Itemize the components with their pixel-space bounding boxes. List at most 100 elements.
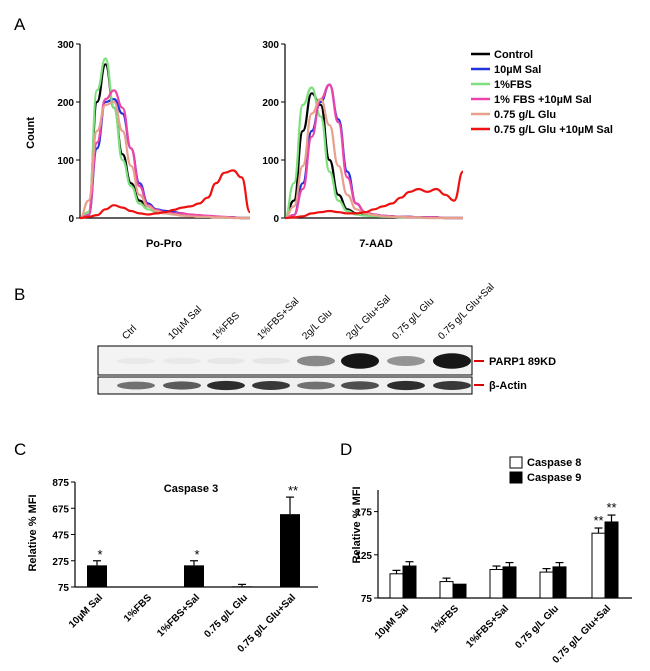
histogram-po-pro-ytick-label-300: 300: [57, 40, 74, 51]
parp-band-4: [252, 357, 290, 365]
panel-d-ytick-label-175: 175: [355, 508, 372, 519]
panel-d-category-0-75-g-l-glu-sal: 0.75 g/L Glu+Sal: [551, 603, 614, 666]
panel-c-significance-0-75-g-l-glu-sal: **: [288, 483, 298, 498]
panel-d-legend-label-caspase-8: Caspase 8: [527, 457, 581, 469]
panel-d-bar-caspase-8-1-fbs: [439, 581, 454, 599]
histogram-7-aad-ytick-label-100: 100: [262, 156, 279, 167]
histogram-7-aad-ytick-label-0: 0: [273, 214, 279, 225]
actin-band-label: β-Actin: [489, 380, 527, 392]
panel-letter-a: A: [14, 15, 26, 34]
histogram-po-pro-series-control: [79, 63, 250, 220]
panel-c-ytick-label-75: 75: [58, 583, 70, 594]
panel-d-significance-caspase-8-0-75-g-l-glu-sal: **: [593, 513, 603, 528]
panel-d-ytick-label-75: 75: [361, 594, 373, 605]
panel-c-ytick-label-875: 875: [52, 478, 69, 489]
panel-letter-b: B: [14, 285, 25, 304]
legend-label-10-m-sal: 10µM Sal: [494, 64, 541, 76]
panel-c-title: Caspase 3: [164, 483, 218, 495]
histogram-po-pro-series-0-75-g-l-glu-10-m-sal: [79, 169, 252, 220]
histogram-po-pro-ytick-label-200: 200: [57, 98, 74, 109]
legend-label-1-fbs: 1%FBS: [494, 79, 532, 91]
panel-d-ytick-label-125: 125: [355, 551, 372, 562]
parp-band-8: [433, 353, 471, 369]
panel-c-plot: 75 275 475 675 875 * 10µM Sal 1%FBS * 1%FBS+Sal 0.…: [52, 478, 318, 655]
actin-band-1: [117, 381, 155, 390]
panel-c-bar-1-fbs-sal: [184, 565, 204, 587]
parp-band-7: [387, 356, 425, 366]
histogram-7-aad-xlabel: 7-AAD: [359, 238, 393, 250]
panel-c-bar-10-m-sal: [87, 565, 107, 587]
panel-d-bar-caspase-9-1-fbs-sal: [502, 566, 517, 599]
parp-band-label: PARP1 89KD: [489, 356, 556, 368]
blot-bands: [117, 353, 471, 391]
parp-band-5: [297, 355, 335, 367]
actin-band-2: [163, 381, 201, 390]
panel-a-legend: Control 10µM Sal 1%FBS 1% FBS +10µM Sal 0.75…: [471, 49, 613, 136]
actin-band-4: [252, 381, 290, 390]
histogram-7-aad-series-1-fbs: [283, 86, 463, 220]
lane-label-ctrl: Ctrl: [120, 323, 139, 342]
panel-d-bar-caspase-8-0-75-g-l-glu: [539, 571, 554, 599]
legend-label-control: Control: [494, 49, 533, 61]
histogram-po-pro-series-0-75-g-l-glu: [79, 100, 250, 220]
panel-c-ytick-label-475: 475: [52, 531, 69, 542]
histogram-po-pro-ytick-label-100: 100: [57, 156, 74, 167]
panel-d-legend-label-caspase-9: Caspase 9: [527, 472, 581, 484]
panel-c-ytick-label-275: 275: [52, 557, 69, 568]
histogram-7-aad-series-0-75-g-l-glu: [284, 98, 463, 220]
histogram-po-pro-xlabel: Po-Pro: [146, 238, 182, 250]
panel-d-bar-caspase-8-0-75-g-l-glu-sal: [591, 532, 606, 599]
parp-band-6: [341, 353, 379, 369]
legend-label-0-75-g-l-glu: 0.75 g/L Glu: [494, 109, 556, 121]
panel-d-legend: Caspase 8 Caspase 9: [509, 456, 581, 484]
legend-label-0-75-g-l-glu-10-m-sal: 0.75 g/L Glu +10µM Sal: [494, 124, 613, 136]
actin-band-7: [387, 380, 425, 391]
parp-band-3: [207, 357, 245, 365]
panel-c-ylabel: Relative % MFI: [27, 494, 39, 571]
actin-band-8: [433, 381, 471, 390]
panel-c-category-0-75-g-l-glu: 0.75 g/L Glu: [202, 592, 250, 640]
histogram-7-aad-ytick-label-200: 200: [262, 98, 279, 109]
lane-label-1-fbs: 1%FBS: [210, 310, 242, 342]
histogram-7-aad-series-control: [284, 92, 463, 220]
histogram-7-aad-ytick-label-300: 300: [262, 40, 279, 51]
actin-band-3: [207, 380, 245, 391]
panel-letter-d: D: [340, 440, 352, 459]
panel-d-bar-caspase-8-10-m-sal: [389, 573, 404, 599]
histogram-po-pro-ytick-label-0: 0: [68, 214, 74, 225]
panel-d-bar-caspase-9-0-75-g-l-glu: [552, 566, 567, 599]
panel-d-bar-caspase-9-10-m-sal: [402, 565, 417, 599]
panel-d-ylabel: Relative % MFI: [351, 486, 363, 563]
lane-label-1-fbs-sal: 1%FBS+Sal: [255, 296, 301, 342]
lane-label-10-m-sal: 10µM Sal: [166, 304, 204, 342]
panel-d-category-0-75-g-l-glu: 0.75 g/L Glu: [513, 603, 561, 651]
panel-c-bar-0-75-g-l-glu: [232, 586, 252, 588]
histogram-7-aad-series-1-fbs-10-m-sal: [284, 83, 463, 220]
panel-d-category-1-fbs: 1%FBS: [429, 603, 461, 635]
histogram-7-aad-series-0-75-g-l-glu-10-m-sal: [284, 170, 465, 220]
legend-label-1-fbs-10-m-sal: 1% FBS +10µM Sal: [494, 94, 592, 106]
panel-d-significance-caspase-9-0-75-g-l-glu-sal: **: [606, 500, 616, 515]
histogram-po-pro-series-10-m-sal: [79, 98, 250, 220]
panel-d-legend-swatch-caspase-8: [509, 456, 523, 469]
parp-band-1: [117, 357, 155, 365]
panel-d-category-1-fbs-sal: 1%FBS+Sal: [464, 603, 511, 650]
panel-d-bar-caspase-9-0-75-g-l-glu-sal: [604, 521, 619, 599]
histogram-7-aad-series-10-m-sal: [284, 83, 463, 220]
panel-d-caspase89-bar-chart: Relative % MFI 75 125 175 10µM Sal 1%FBS 1%FB…: [351, 456, 632, 666]
actin-band-5: [297, 381, 335, 390]
panel-d-bar-caspase-8-1-fbs-sal: [489, 568, 504, 599]
panel-c-significance-1-fbs-sal: *: [194, 547, 199, 562]
panel-c-ytick-label-675: 675: [52, 504, 69, 515]
histogram-po-pro-series-1-fbs: [79, 57, 250, 220]
panel-c-category-10-m-sal: 10µM Sal: [67, 592, 105, 630]
panel-d-category-10-m-sal: 10µM Sal: [373, 603, 411, 641]
lane-label-2g-l-glu-sal: 2g/L Glu+Sal: [344, 294, 393, 343]
parp-band-2: [163, 357, 201, 365]
panel-c-category-1-fbs: 1%FBS: [122, 592, 154, 624]
actin-band-6: [341, 381, 379, 390]
